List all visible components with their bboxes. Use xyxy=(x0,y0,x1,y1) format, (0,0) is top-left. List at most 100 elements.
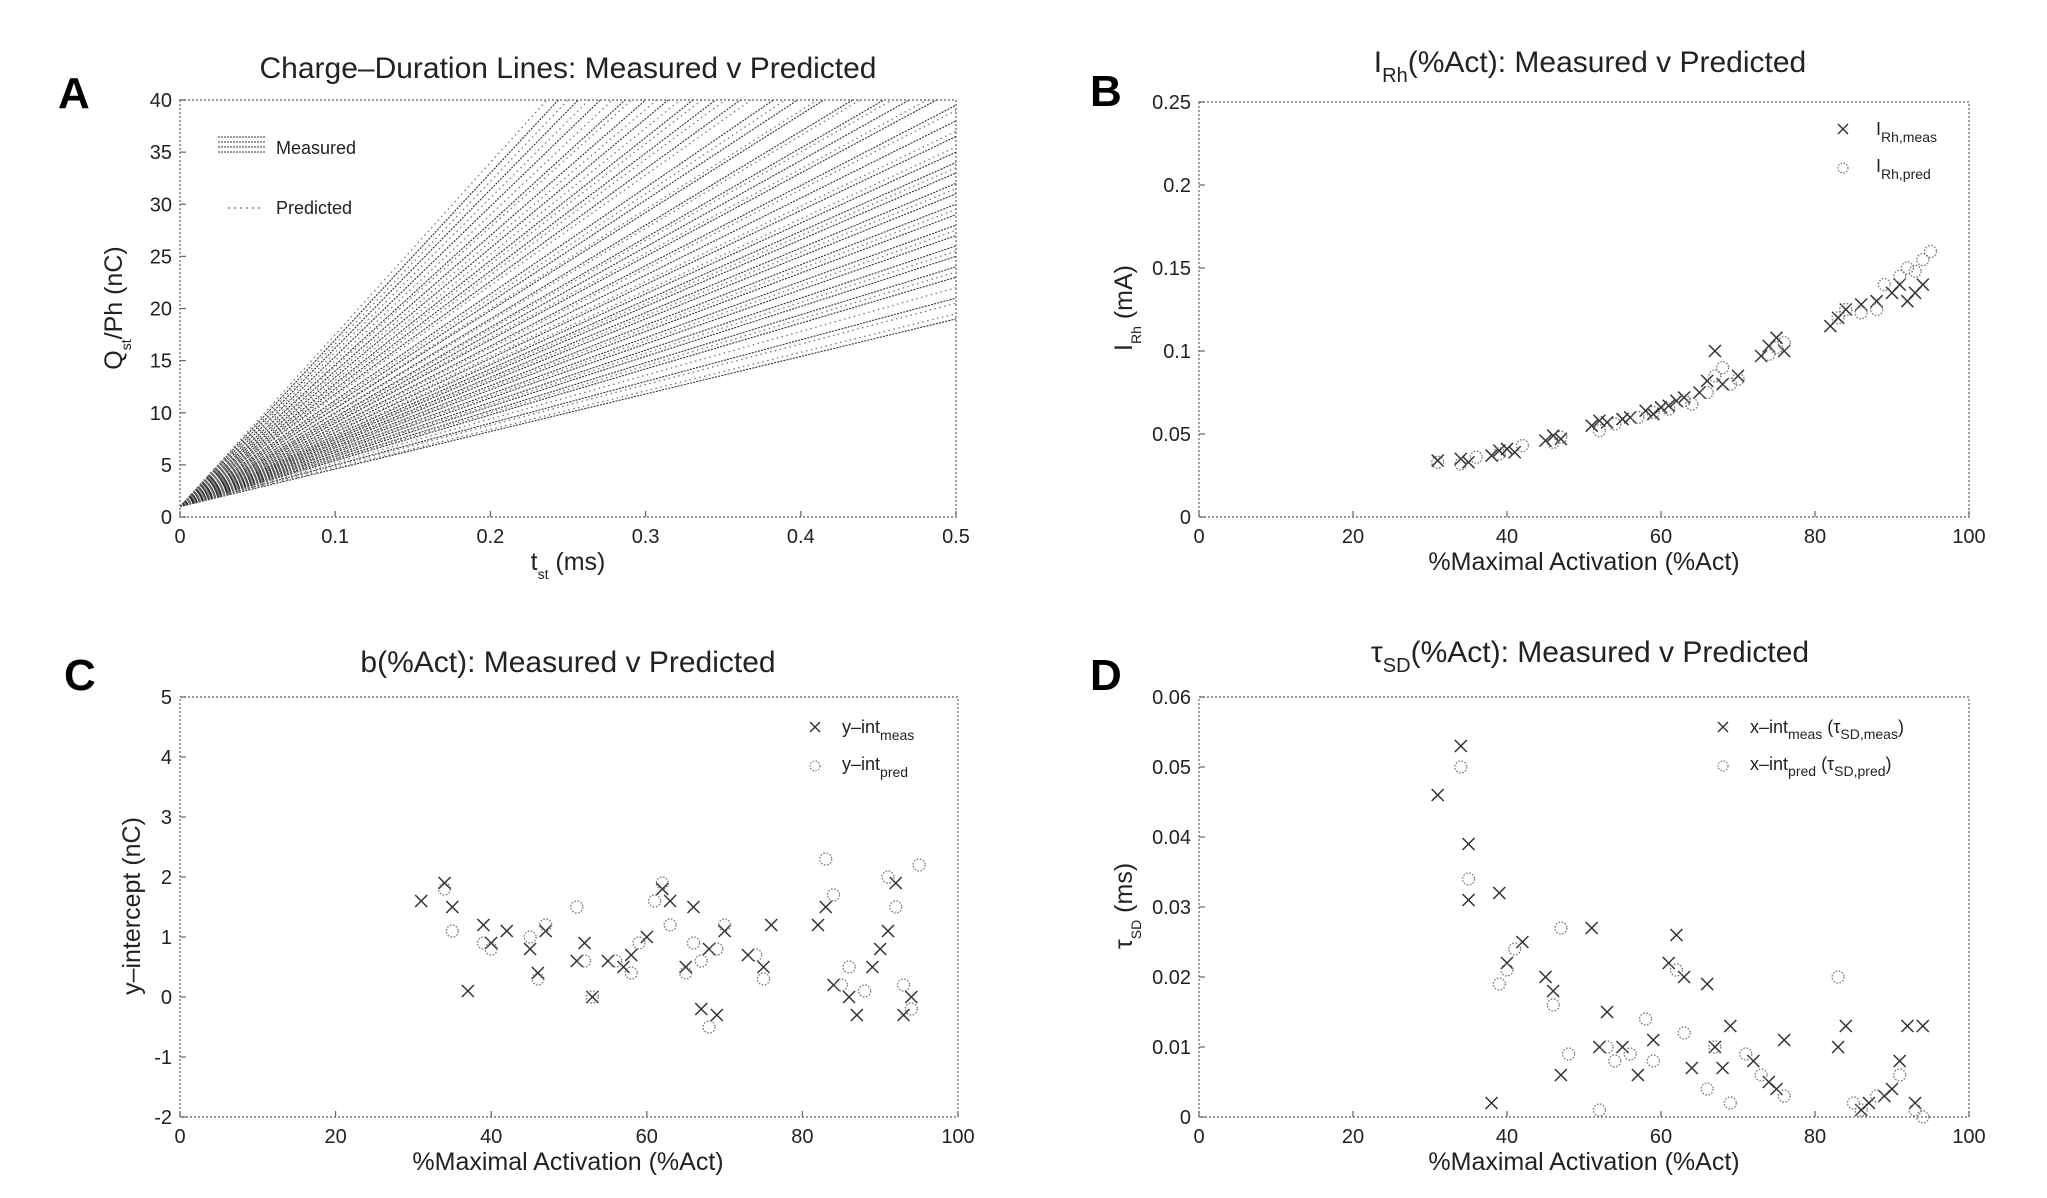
legend-yint-meas-sub: meas xyxy=(880,727,914,743)
x-tick-label: 0 xyxy=(174,1126,185,1148)
x-tick-label: 100 xyxy=(941,1126,974,1148)
data-point-measured xyxy=(1662,399,1676,413)
panel-d-axes-box xyxy=(1198,696,1970,1118)
data-point-measured xyxy=(1585,921,1599,935)
predicted-line xyxy=(180,313,956,508)
data-point-measured xyxy=(842,990,856,1004)
measured-line xyxy=(180,266,956,508)
predicted-line xyxy=(180,100,928,508)
data-point-predicted xyxy=(889,900,903,914)
data-point-predicted xyxy=(1631,410,1645,425)
measured-line xyxy=(180,135,956,508)
data-point-predicted xyxy=(749,948,763,962)
panel-a-ylabel-main: Q xyxy=(100,350,128,369)
data-point-predicted xyxy=(1831,970,1845,984)
panel-b-title-main: I xyxy=(1374,46,1382,79)
legend-marker-x xyxy=(809,721,821,733)
data-point-predicted xyxy=(1646,405,1660,420)
data-point-predicted xyxy=(1592,424,1607,438)
data-point-measured xyxy=(873,942,887,956)
data-point-measured xyxy=(1538,970,1553,984)
data-point-measured xyxy=(1600,415,1614,429)
panel-d-legend: x–intmeas (τSD,meas) x–intpred (τSD,pred… xyxy=(1717,717,1904,779)
measured-line xyxy=(180,172,956,508)
measured-line xyxy=(180,100,798,508)
data-point-predicted xyxy=(1893,269,1907,283)
data-point-measured xyxy=(686,900,701,914)
data-point-predicted xyxy=(717,918,732,932)
data-point-measured xyxy=(1554,432,1568,446)
legend-xint-pred-tail1: (τ xyxy=(1816,754,1834,774)
x-tick-label: 20 xyxy=(1342,526,1364,548)
data-point-measured xyxy=(1454,739,1468,753)
y-tick-label: 0 xyxy=(161,987,172,1009)
data-point-measured xyxy=(1839,1019,1853,1033)
x-tick-label: 0.2 xyxy=(476,526,504,548)
x-tick-label: 60 xyxy=(636,1126,658,1148)
data-point-measured xyxy=(578,936,592,950)
data-point-predicted xyxy=(655,876,670,890)
data-point-predicted xyxy=(1554,430,1568,444)
data-point-measured xyxy=(1615,1040,1630,1054)
data-point-predicted xyxy=(1700,1082,1714,1096)
y-tick-label: 1 xyxy=(161,927,172,949)
measured-line xyxy=(180,100,559,507)
x-tick-label: 20 xyxy=(324,1126,346,1148)
data-point-predicted xyxy=(523,930,537,944)
measured-line xyxy=(180,100,741,508)
y-tick-label: 3 xyxy=(161,807,172,829)
data-point-measured xyxy=(1777,1033,1791,1047)
legend-marker-o xyxy=(809,760,821,772)
measured-line xyxy=(180,100,669,507)
data-point-measured xyxy=(811,918,825,932)
predicted-line xyxy=(180,130,956,508)
data-point-predicted xyxy=(1608,417,1622,431)
y-tick-label: 10 xyxy=(150,403,172,425)
data-point-measured xyxy=(1700,374,1714,388)
data-point-measured xyxy=(1485,1096,1499,1110)
y-tick-label: 40 xyxy=(150,90,172,112)
data-point-measured xyxy=(904,990,918,1004)
x-tick-label: 40 xyxy=(1496,526,1518,548)
panel-a-ylabel: Qst/Ph (nC) xyxy=(100,246,134,369)
panel-a-ylabel-tail: /Ph (nC) xyxy=(100,246,128,339)
data-point-predicted xyxy=(1592,1103,1607,1117)
predicted-line xyxy=(180,250,956,508)
panel-b-title-tail: (%Act): Measured v Predicted xyxy=(1408,46,1806,79)
data-point-measured xyxy=(414,894,428,908)
data-point-predicted xyxy=(1646,1054,1660,1068)
panel-b-ylabel: IRh (mA) xyxy=(1110,265,1144,351)
data-point-measured xyxy=(1500,442,1514,456)
y-tick-label: 0 xyxy=(1180,1107,1191,1129)
panel-a-xlabel-tail: (ms) xyxy=(548,548,605,576)
y-tick-label: 0.25 xyxy=(1152,92,1191,114)
data-point-measured xyxy=(1485,449,1499,463)
legend-xint-pred-main: x–int xyxy=(1750,754,1788,774)
data-point-predicted xyxy=(1762,347,1776,361)
data-point-measured xyxy=(1515,935,1529,949)
data-point-measured xyxy=(865,960,879,974)
y-tick-label: 35 xyxy=(150,142,172,164)
panel-d-title-main: τ xyxy=(1371,636,1383,669)
x-tick-label: 60 xyxy=(1650,1126,1672,1148)
panel-c-legend: y–intmeas y–intpred xyxy=(809,717,914,780)
panel-c-ticks: 0 20 40 60 80 100 -2 -1 0 1 2 3 4 5 xyxy=(154,687,974,1148)
data-point-predicted xyxy=(1908,1103,1922,1117)
data-point-predicted xyxy=(1454,760,1468,774)
data-point-predicted xyxy=(1461,872,1476,886)
predicted-line xyxy=(180,100,703,508)
y-tick-label: 25 xyxy=(150,246,172,268)
data-point-predicted xyxy=(694,954,708,968)
data-point-predicted xyxy=(437,882,452,896)
data-point-predicted xyxy=(1677,394,1691,408)
y-tick-label: 0.05 xyxy=(1152,424,1191,446)
x-tick-label: 80 xyxy=(1804,1126,1826,1148)
panel-a-ticks: 0 0.1 0.2 0.3 0.4 0.5 0 5 10 15 20 25 30 35 40 xyxy=(150,90,970,548)
data-point-measured xyxy=(531,966,545,980)
legend-xint-pred-tail2: ) xyxy=(1886,754,1892,774)
x-tick-label: 60 xyxy=(1650,526,1672,548)
data-point-predicted xyxy=(1700,385,1714,400)
panel-a-xlabel-sub: st xyxy=(538,566,549,582)
data-point-measured xyxy=(710,1008,724,1022)
